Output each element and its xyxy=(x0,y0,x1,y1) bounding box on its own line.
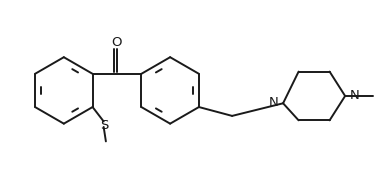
Text: N: N xyxy=(350,89,359,103)
Text: O: O xyxy=(112,36,122,49)
Text: N: N xyxy=(269,96,279,109)
Text: S: S xyxy=(101,119,109,132)
